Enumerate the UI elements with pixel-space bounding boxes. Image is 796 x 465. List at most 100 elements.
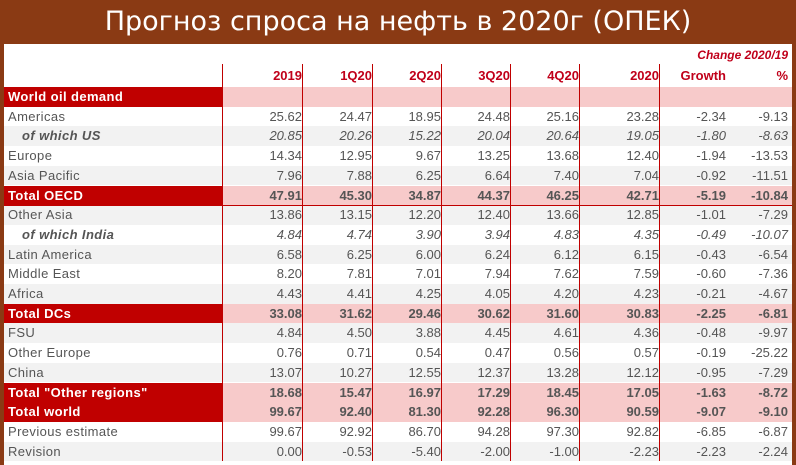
table-cell: 99.67 — [269, 404, 302, 420]
table-row: Total "Other regions" 18.68 15.47 16.97 17.2… — [4, 382, 792, 403]
column-header: 3Q20 — [478, 68, 510, 83]
table-cell: 7.96 — [276, 167, 302, 183]
row-label: Other Europe — [8, 345, 91, 361]
table-cell: 47.91 — [269, 187, 302, 203]
table-cell: 13.28 — [546, 364, 579, 380]
table-cell: -2.25 — [696, 305, 726, 321]
table-cell: 0.47 — [484, 345, 510, 361]
table-cell: 0.56 — [553, 345, 579, 361]
column-header: 4Q20 — [547, 68, 579, 83]
table-cell: 18.95 — [408, 108, 441, 124]
table-cell: -7.29 — [758, 207, 788, 223]
table-cell: 20.85 — [269, 128, 302, 144]
row-divider — [4, 205, 792, 207]
table-cell: 4.74 — [346, 226, 372, 242]
change-header: Change 2020/19 — [697, 48, 788, 62]
table-cell: 7.01 — [415, 266, 441, 282]
table-cell: 4.43 — [276, 286, 302, 301]
table-cell: 10.27 — [339, 364, 372, 380]
table-cell: 24.48 — [477, 108, 510, 124]
table-cell: 4.20 — [553, 286, 579, 301]
table-cell: 25.62 — [269, 108, 302, 124]
row-label: World oil demand — [8, 89, 124, 104]
table-cell: -0.60 — [696, 266, 726, 282]
row-label: of which India — [22, 226, 115, 242]
row-label: Asia Pacific — [8, 167, 80, 183]
table-cell: 12.40 — [626, 148, 659, 164]
table-cell: -25.22 — [751, 345, 788, 361]
table-cell: 7.04 — [633, 167, 659, 183]
table-cell: 4.50 — [346, 325, 372, 341]
table-cell: 33.08 — [269, 305, 302, 321]
table-cell: 4.61 — [553, 325, 579, 341]
table-cell: -2.00 — [480, 443, 510, 459]
table-row: China 13.07 10.27 12.55 12.37 13.28 12.12 -0.95… — [4, 362, 792, 383]
table-cell: -1.80 — [696, 128, 726, 144]
table-cell: 20.64 — [546, 128, 579, 144]
table-cell: 3.94 — [484, 226, 510, 242]
table-cell: 12.95 — [339, 148, 372, 164]
column-header: 1Q20 — [340, 68, 372, 83]
table-cell: 13.86 — [269, 207, 302, 223]
table-cell: 6.64 — [484, 167, 510, 183]
column-header: 2019 — [273, 68, 302, 83]
table-cell: 97.30 — [546, 423, 579, 439]
table-cell: 42.71 — [626, 187, 659, 203]
table-cell: 13.15 — [339, 207, 372, 223]
column-header: % — [776, 68, 788, 83]
row-label: Latin America — [8, 246, 92, 262]
table-cell: -7.29 — [758, 364, 788, 380]
table-cell: -2.24 — [758, 443, 788, 459]
row-label: Africa — [8, 286, 44, 301]
row-label: Total DCs — [8, 305, 72, 321]
table-cell: -1.01 — [696, 207, 726, 223]
row-label: Previous estimate — [8, 423, 119, 439]
table-cell: 44.37 — [477, 187, 510, 203]
table-row: Latin America 6.58 6.25 6.00 6.24 6.12 6.15 -0.… — [4, 244, 792, 265]
table-cell: 6.12 — [553, 246, 579, 262]
table-cell: 31.60 — [546, 305, 579, 321]
table-cell: 12.37 — [477, 364, 510, 380]
table-cell: -4.67 — [758, 286, 788, 301]
table-cell: 81.30 — [408, 404, 441, 420]
table-cell: 4.84 — [276, 325, 302, 341]
table-cell: -6.81 — [758, 305, 788, 321]
table-cell: 16.97 — [408, 384, 441, 400]
table-cell: 6.00 — [415, 246, 441, 262]
table-cell: 23.28 — [626, 108, 659, 124]
table-row: Middle East 8.20 7.81 7.01 7.94 7.62 7.59 -0.60… — [4, 264, 792, 284]
table-cell: 0.71 — [346, 345, 372, 361]
table-cell: -6.85 — [696, 423, 726, 439]
table-cell: 90.59 — [626, 404, 659, 420]
table-cell: 30.62 — [477, 305, 510, 321]
table-cell: -6.87 — [758, 423, 788, 439]
table-cell: -5.40 — [411, 443, 441, 459]
table-cell: 92.82 — [626, 423, 659, 439]
table-row: Previous estimate 99.67 92.92 86.70 94.28 97.… — [4, 422, 792, 442]
table-cell: 20.26 — [339, 128, 372, 144]
table-cell: -0.43 — [696, 246, 726, 262]
row-label: Europe — [8, 148, 53, 164]
table-row: Asia Pacific 7.96 7.88 6.25 6.64 7.40 7.04 -0.9… — [4, 165, 792, 186]
table-cell: 13.25 — [477, 148, 510, 164]
row-label: Total world — [8, 404, 81, 420]
column-divider — [372, 64, 373, 462]
table-cell: 99.67 — [269, 423, 302, 439]
table-cell: 20.04 — [477, 128, 510, 144]
table-cell: 6.58 — [276, 246, 302, 262]
table-cell: 12.40 — [477, 207, 510, 223]
column-header: 2Q20 — [409, 68, 441, 83]
table-cell: -1.94 — [696, 148, 726, 164]
table-row: of which India 4.84 4.74 3.90 3.94 4.83 4.35 -0… — [4, 225, 792, 245]
table-cell: -9.10 — [758, 404, 788, 420]
table-cell: 4.25 — [415, 286, 441, 301]
table-cell: -0.95 — [696, 364, 726, 380]
table-cell: 7.94 — [484, 266, 510, 282]
table-cell: -9.97 — [758, 325, 788, 341]
table-cell: 13.07 — [269, 364, 302, 380]
table-row: FSU 4.84 4.50 3.88 4.45 4.61 4.36 -0.48 -9.97 — [4, 323, 792, 344]
table-row: Total DCs 33.08 31.62 29.46 30.62 31.60 30.83 -… — [4, 303, 792, 324]
table-row: of which US 20.85 20.26 15.22 20.04 20.64 19.0… — [4, 126, 792, 147]
table-cell: 7.59 — [633, 266, 659, 282]
